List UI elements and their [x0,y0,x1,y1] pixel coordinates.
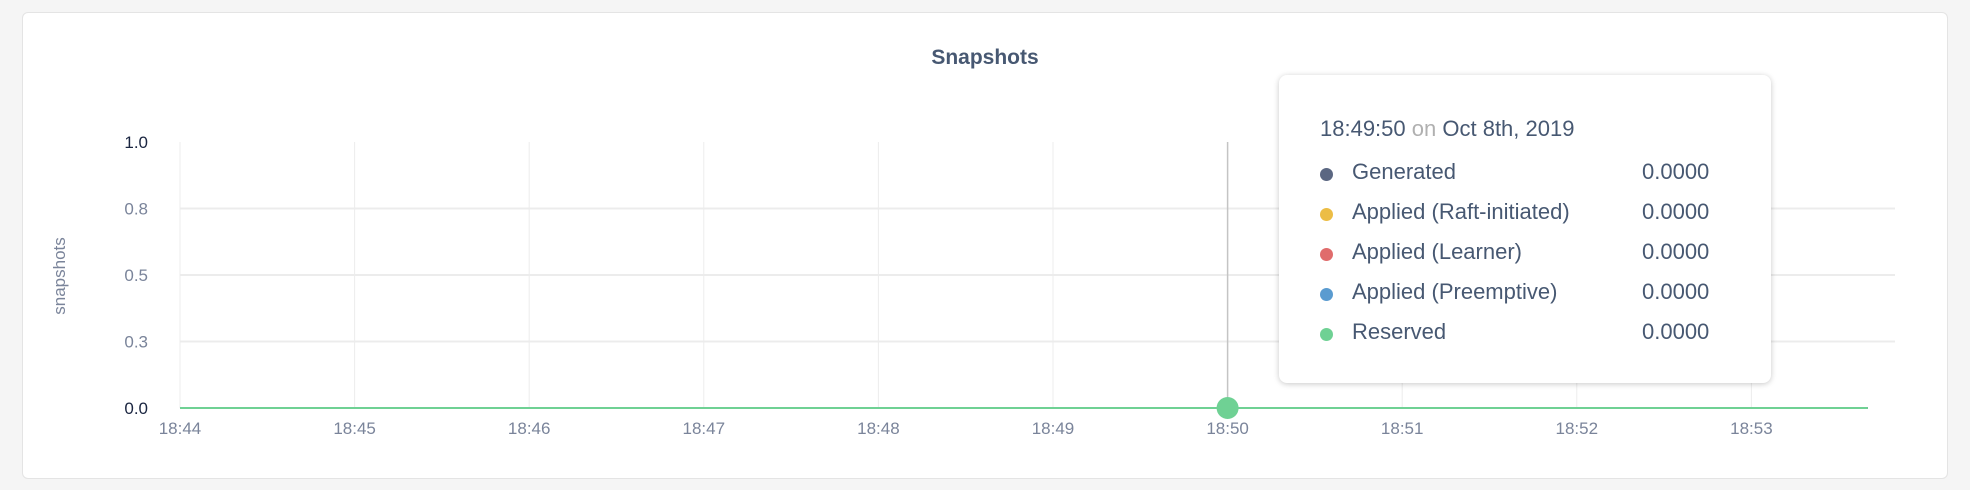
x-tick-label: 18:48 [857,419,900,438]
tooltip-date: Oct 8th, 2019 [1442,116,1575,141]
tooltip-row: Applied (Preemptive) 0.0000 [1320,279,1740,309]
tooltip-series-label: Generated [1352,159,1456,184]
tooltip-series-value: 0.0000 [1642,159,1710,184]
series-color-dot-icon [1320,288,1333,301]
tooltip-series-label: Applied (Learner) [1352,239,1522,264]
y-tick-label: 1.0 [124,133,148,152]
tooltip-series-value: 0.0000 [1642,319,1710,344]
tooltip-row: Reserved 0.0000 [1320,319,1740,349]
tooltip-series-value: 0.0000 [1642,239,1710,264]
x-tick-label: 18:44 [159,419,202,438]
y-tick-label: 0.0 [124,399,148,418]
y-axis-label: snapshots [50,237,69,315]
series-color-dot-icon [1320,328,1333,341]
tooltip-series-value: 0.0000 [1642,199,1710,224]
x-tick-label: 18:50 [1206,419,1249,438]
x-tick-label: 18:45 [333,419,376,438]
tooltip-series-label: Reserved [1352,319,1447,344]
series-color-dot-icon [1320,168,1333,181]
tooltip-on: on [1411,116,1437,141]
tooltip-time: 18:49:50 [1320,116,1406,141]
tooltip-row: Applied (Raft-initiated) 0.0000 [1320,199,1740,229]
chart-title: Snapshots [931,46,1039,69]
tooltip-header: 18:49:50 on Oct 8th, 2019 [1320,116,1574,142]
x-tick-label: 18:49 [1032,419,1075,438]
tooltip-series-label: Applied (Raft-initiated) [1352,199,1570,224]
x-tick-label: 18:51 [1381,419,1424,438]
y-tick-label: 0.8 [124,200,148,219]
series-color-dot-icon [1320,248,1333,261]
tooltip-series-value: 0.0000 [1642,279,1710,304]
tooltip-row: Generated 0.0000 [1320,159,1740,189]
x-tick-label: 18:47 [683,419,726,438]
x-tick-label: 18:53 [1730,419,1773,438]
y-tick-label: 0.3 [124,333,148,352]
hover-point [1216,397,1239,419]
series-color-dot-icon [1320,208,1333,221]
x-tick-label: 18:46 [508,419,551,438]
tooltip-row: Applied (Learner) 0.0000 [1320,239,1740,269]
x-tick-label: 18:52 [1556,419,1599,438]
chart-tooltip: 18:49:50 on Oct 8th, 2019 Generated 0.000… [1279,75,1771,383]
y-tick-label: 0.5 [124,266,148,285]
tooltip-series-label: Applied (Preemptive) [1352,279,1558,304]
